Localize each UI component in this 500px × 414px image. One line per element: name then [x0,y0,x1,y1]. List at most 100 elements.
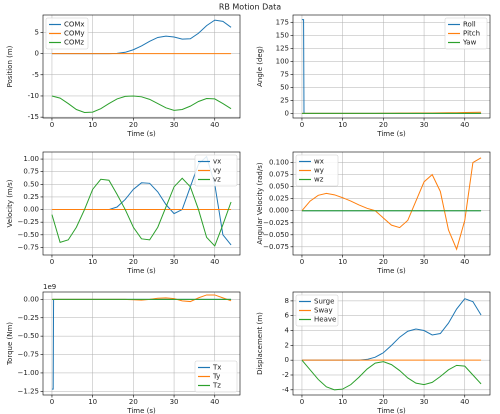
x-tick-label: 30 [170,258,179,266]
y-tick-label: 150 [276,31,289,39]
x-axis-label: Time (s) [126,130,156,138]
y-tick-label: 0.75 [23,168,39,176]
legend-label: Heave [314,316,336,324]
y-tick-label: −0.75 [18,243,39,251]
y-tick-label: 6 [285,312,290,320]
legend-label: vx [213,158,221,166]
y-tick-label: 0.000 [269,207,289,215]
y-tick-label: 0 [285,109,289,117]
y-tick-label: -5 [32,71,39,79]
x-tick-label: 30 [420,121,429,129]
x-tick-label: 0 [300,258,304,266]
line-series [301,157,482,251]
x-tick-label: 0 [50,258,54,266]
y-tick-label: 8 [285,297,289,305]
legend-label: Roll [463,21,476,29]
x-axis-label: Time (s) [376,407,406,414]
x-tick-label: 20 [129,398,138,406]
y-axis-label: Velocity (m/s) [6,179,14,227]
y-axis-label: Angle (deg) [256,46,264,87]
y-tick-label: −0.025 [263,219,289,227]
y-tick-label: 0.100 [269,159,289,167]
y-tick-label: -4 [282,386,290,394]
x-tick-label: 10 [88,398,97,406]
y-tick-label: 0.00 [23,295,39,303]
figure-title: RB Motion Data [219,3,281,12]
y-tick-label: −0.50 [18,332,39,340]
y-tick-label: 0.075 [269,171,289,179]
y-tick-label: −0.075 [263,243,289,251]
x-tick-label: 30 [170,398,179,406]
y-tick-label: 100 [276,57,289,65]
plot-frame [42,151,241,256]
legend-label: COMz [64,39,84,47]
x-tick-label: 10 [88,121,97,129]
y-tick-label: 5 [35,28,39,36]
legend-label: vz [213,176,221,184]
plot-frame [42,291,241,396]
y-tick-label: -15 [28,113,39,121]
legend-label: wy [314,167,324,175]
x-tick-label: 40 [210,258,219,266]
legend-label: COMx [64,21,85,29]
x-tick-label: 30 [420,258,429,266]
y-tick-label: 0.25 [23,193,39,201]
legend-label: Sway [314,307,333,315]
x-tick-label: 40 [210,398,219,406]
legend-label: COMy [64,30,85,38]
x-tick-label: 10 [88,258,97,266]
line-series [51,95,232,113]
plot-frame [292,291,491,396]
x-tick-label: 20 [379,398,388,406]
y-tick-label: 75 [280,70,289,78]
x-axis-label: Time (s) [126,267,156,275]
legend-box [295,154,339,187]
x-tick-label: 40 [460,121,469,129]
y-tick-label: 0.00 [23,206,39,214]
x-tick-label: 0 [300,121,304,129]
legend-label: Tx [212,364,221,372]
x-tick-label: 20 [379,258,388,266]
legend-box [194,360,238,393]
legend-label: Yaw [462,39,477,47]
y-axis-label: Torque (Nm) [6,322,14,366]
y-axis-label: Displacement (m) [256,312,264,375]
y-tick-label: 1.00 [23,155,39,163]
plot-frame [292,14,491,119]
y-tick-label: 0.50 [23,180,39,188]
x-tick-label: 30 [170,121,179,129]
y-tick-label: −1.25 [18,387,39,395]
x-axis-label: Time (s) [126,407,156,414]
plot-frame [292,151,491,256]
x-tick-label: 0 [300,398,304,406]
legend-label: Ty [212,373,220,381]
y-tick-label: 0.025 [269,195,289,203]
legend-box [45,17,89,50]
y-tick-label: 50 [280,83,289,91]
y-tick-label: −0.25 [18,218,39,226]
legend-label: Pitch [463,30,480,38]
y-tick-label: 0 [35,50,39,58]
y-tick-label: 4 [285,327,290,335]
x-tick-label: 40 [210,121,219,129]
offset-label: 1e9 [43,283,56,291]
legend-label: wx [314,158,324,166]
y-tick-label: −1.00 [18,369,39,377]
x-tick-label: 0 [50,398,54,406]
line-series [51,294,232,303]
y-tick-label: 125 [276,44,289,52]
y-tick-label: −0.50 [18,231,39,239]
x-tick-label: 30 [420,398,429,406]
x-tick-label: 0 [50,121,54,129]
y-axis-label: Angular Velocity (rad/s) [256,162,264,244]
y-tick-label: 175 [276,18,289,26]
y-tick-label: 2 [285,341,289,349]
legend-label: Tz [212,382,221,390]
y-tick-label: 0.050 [269,183,289,191]
plot-frame [42,14,241,119]
legend-box [444,17,488,50]
y-tick-label: -10 [28,92,39,100]
x-axis-label: Time (s) [376,130,406,138]
y-tick-label: −0.75 [18,351,39,359]
